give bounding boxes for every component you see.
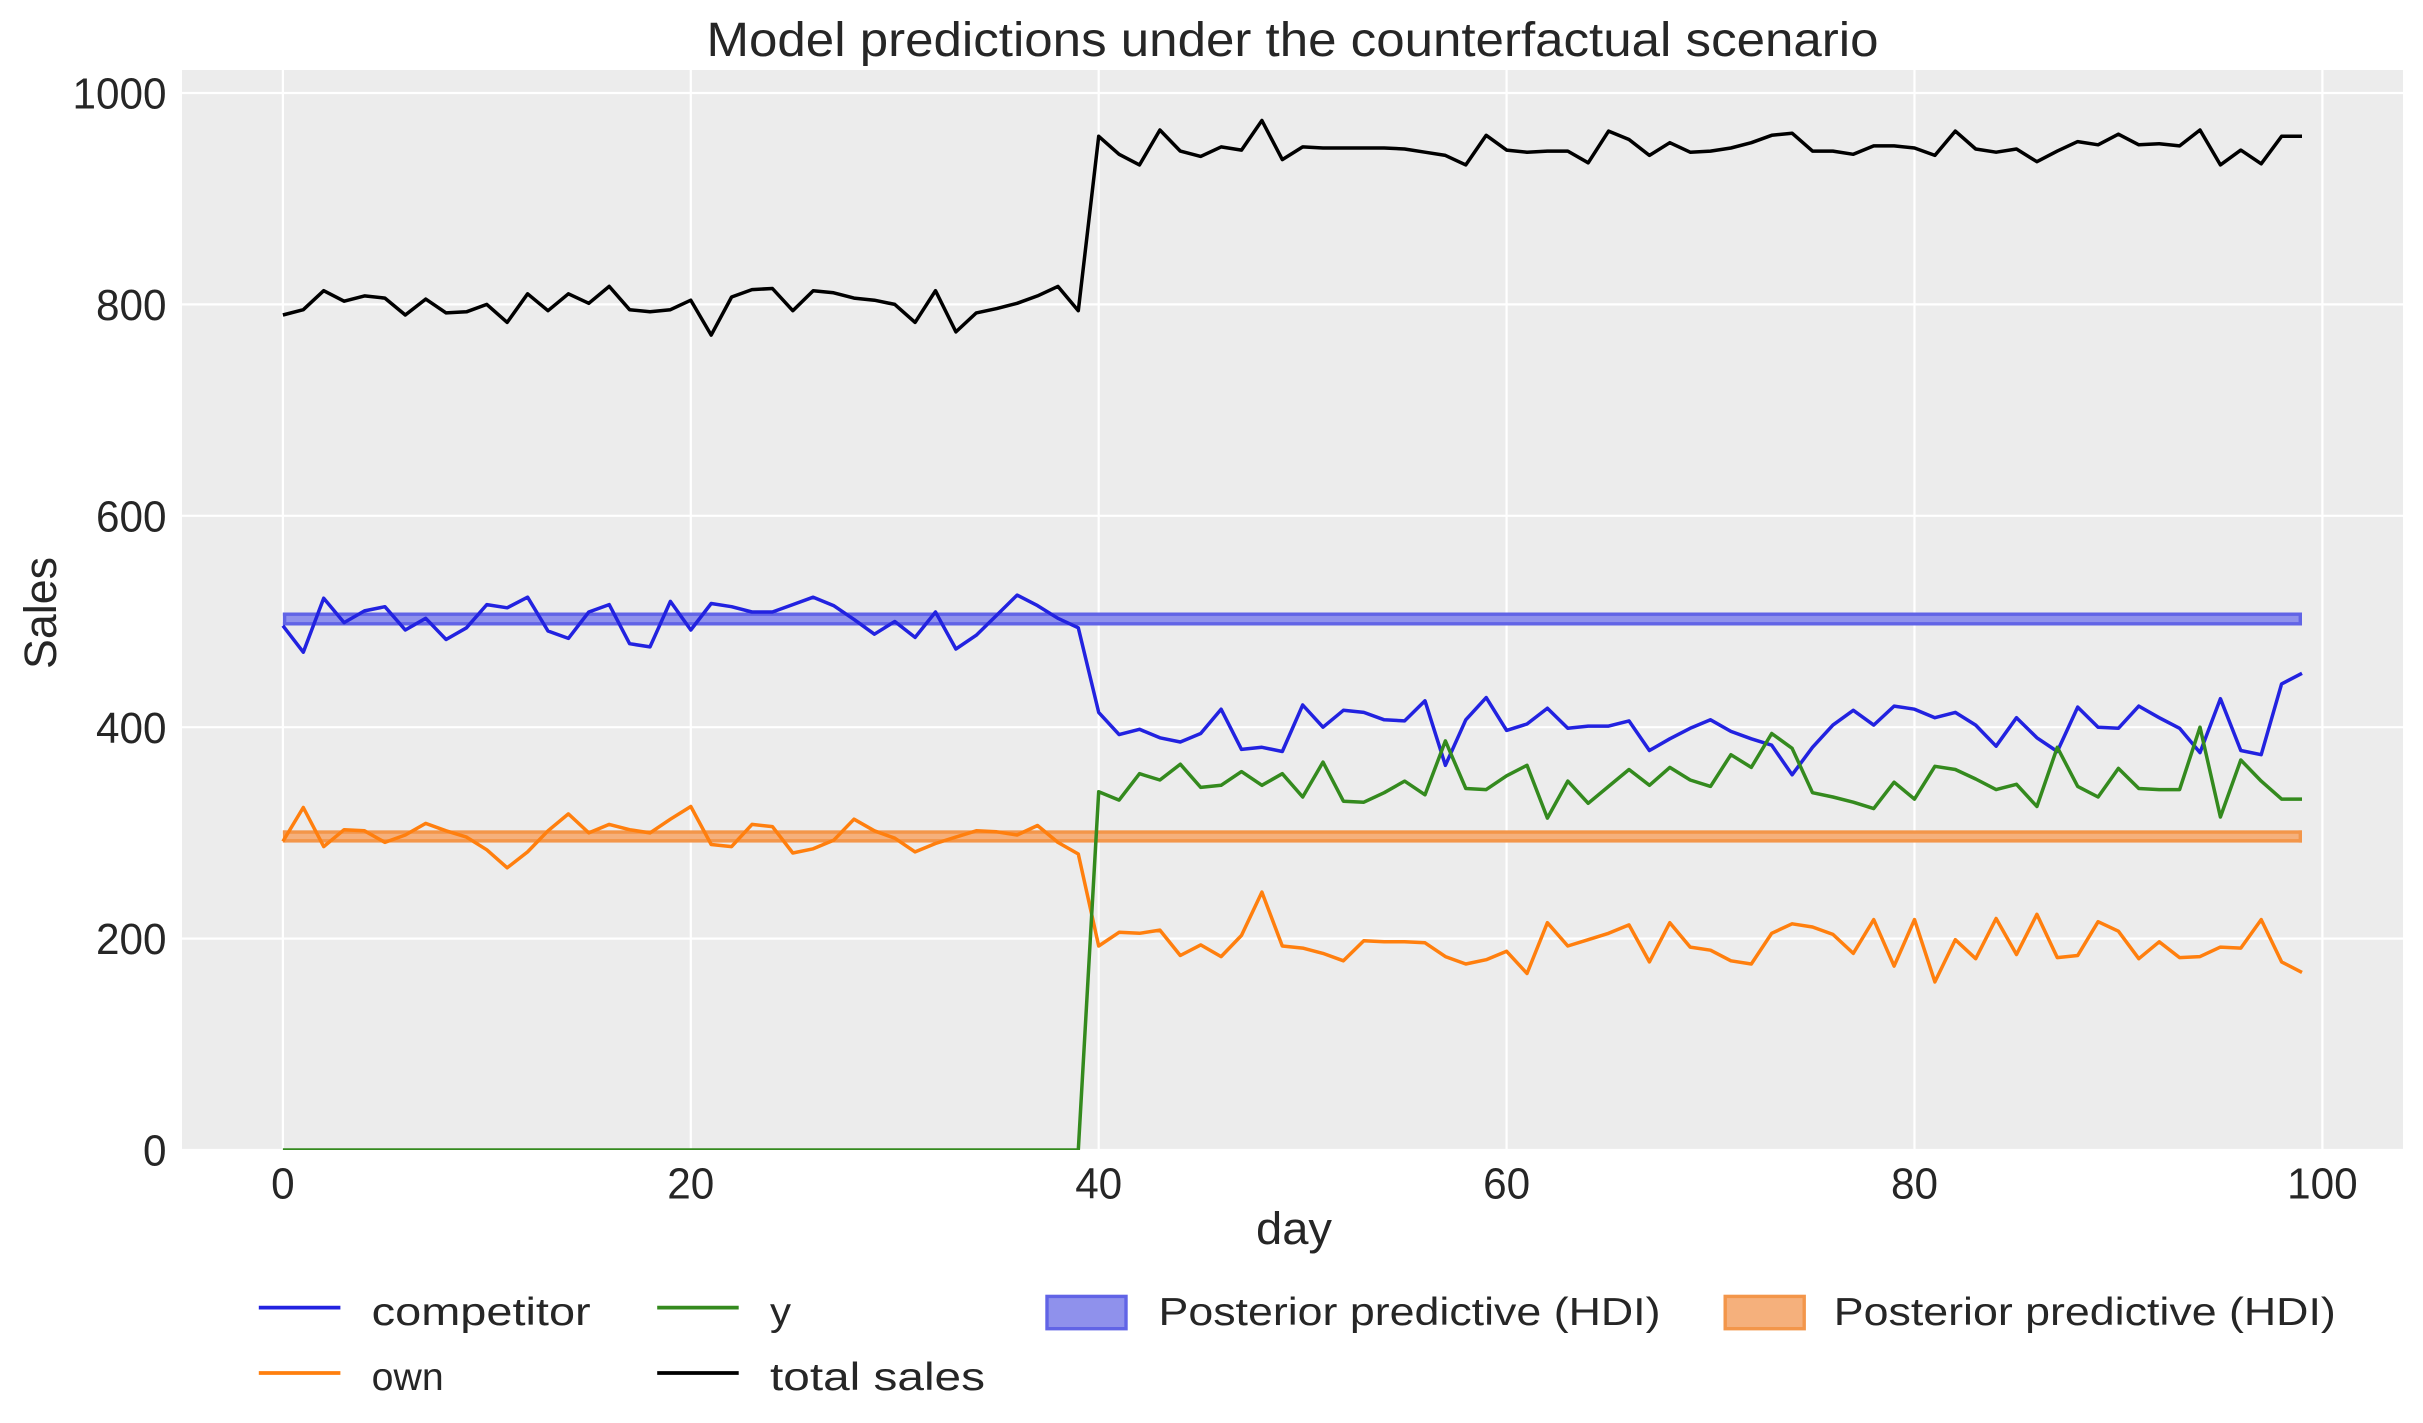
svg-text:20: 20 — [667, 1160, 714, 1208]
svg-text:Posterior predictive (HDI): Posterior predictive (HDI) — [1159, 1291, 1661, 1334]
svg-text:40: 40 — [1075, 1160, 1122, 1208]
svg-text:total sales: total sales — [770, 1356, 985, 1399]
svg-text:competitor: competitor — [372, 1291, 591, 1334]
svg-text:Sales: Sales — [15, 557, 66, 669]
svg-text:own: own — [372, 1356, 444, 1399]
svg-text:400: 400 — [96, 705, 167, 753]
svg-text:0: 0 — [271, 1160, 295, 1208]
svg-text:day: day — [1256, 1203, 1333, 1254]
svg-text:800: 800 — [96, 282, 167, 330]
svg-text:1000: 1000 — [73, 71, 167, 119]
svg-text:200: 200 — [96, 916, 167, 964]
svg-text:100: 100 — [2287, 1160, 2358, 1208]
svg-text:y: y — [770, 1291, 792, 1334]
svg-text:60: 60 — [1483, 1160, 1530, 1208]
svg-text:Model predictions under the co: Model predictions under the counterfactu… — [707, 14, 1879, 67]
svg-text:0: 0 — [143, 1128, 167, 1176]
svg-text:Posterior predictive (HDI): Posterior predictive (HDI) — [1834, 1291, 2336, 1334]
svg-text:80: 80 — [1891, 1160, 1938, 1208]
svg-text:600: 600 — [96, 493, 167, 541]
